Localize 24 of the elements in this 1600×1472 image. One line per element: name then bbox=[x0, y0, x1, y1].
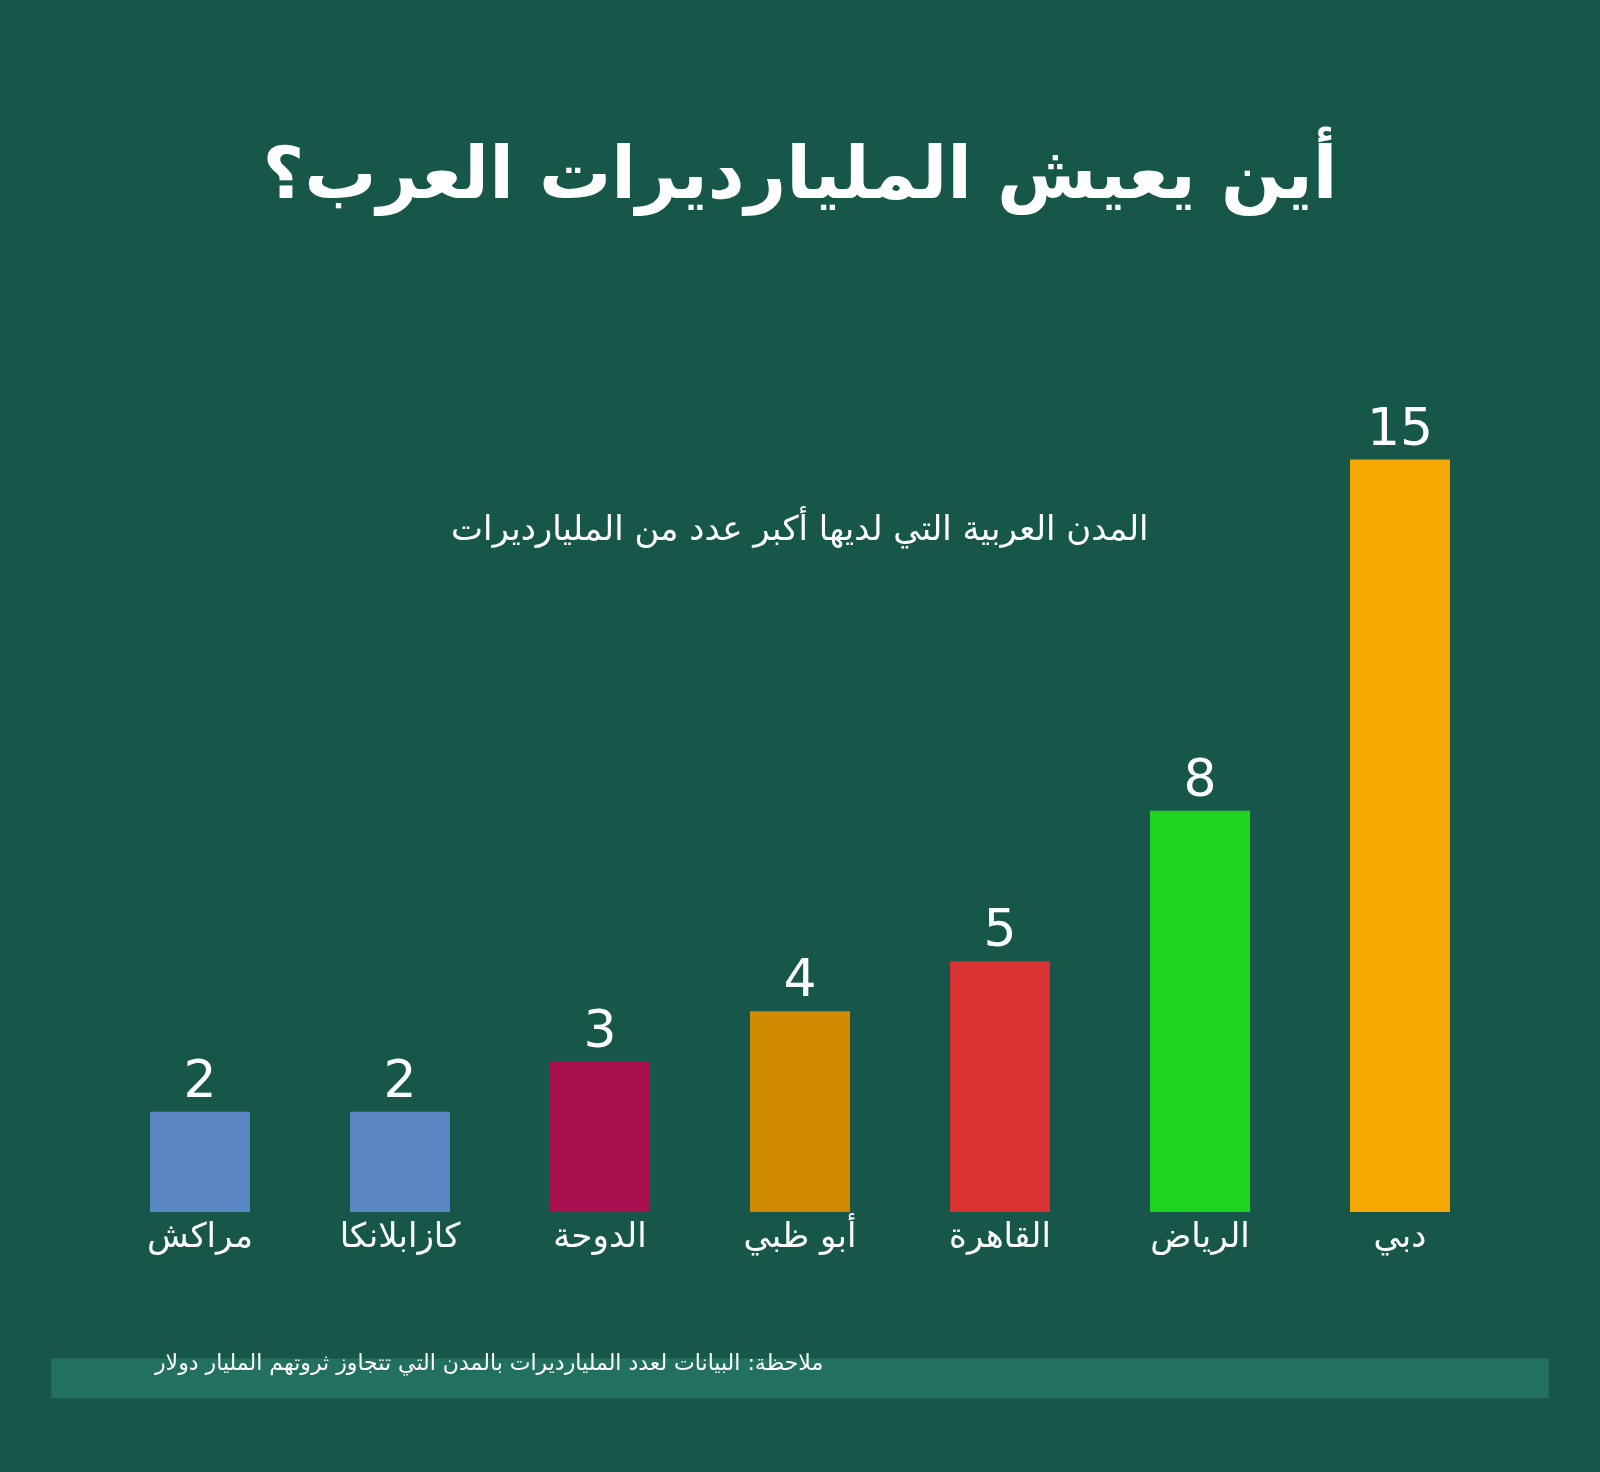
bar bbox=[1150, 810, 1250, 1212]
x-tick-label: أبو ظبي bbox=[743, 1213, 857, 1256]
x-tick-label: الرياض bbox=[1150, 1215, 1250, 1256]
data-label: 3 bbox=[583, 998, 617, 1059]
bar bbox=[150, 1111, 250, 1212]
bar bbox=[350, 1111, 450, 1212]
data-label: 2 bbox=[383, 1048, 417, 1109]
data-label: 8 bbox=[1183, 747, 1217, 808]
chart-title: أين يعيش المليارديرات العرب؟ bbox=[262, 125, 1338, 216]
text: المدن العربية التي لديها أكبر عدد من المليارديرات bbox=[451, 506, 1149, 549]
bar bbox=[750, 1011, 850, 1212]
text: ملاحظة: البيانات لعدد المليارديرات بالمدن التي تتجاوز ثروتهم المليار دولار bbox=[154, 1350, 824, 1376]
x-tick-label: دبي bbox=[1373, 1215, 1427, 1256]
x-tick-label: الدوحة bbox=[553, 1215, 647, 1256]
bar bbox=[550, 1061, 650, 1212]
bar bbox=[1350, 459, 1450, 1212]
data-label: 15 bbox=[1366, 396, 1434, 457]
bar bbox=[950, 961, 1050, 1212]
x-tick-label: مراكش bbox=[147, 1215, 253, 1256]
data-label: 4 bbox=[783, 948, 817, 1009]
data-label: 5 bbox=[983, 898, 1017, 959]
x-tick-label: القاهرة bbox=[949, 1215, 1051, 1256]
data-label: 2 bbox=[183, 1048, 217, 1109]
x-tick-label: كازابلانكا bbox=[339, 1215, 462, 1255]
